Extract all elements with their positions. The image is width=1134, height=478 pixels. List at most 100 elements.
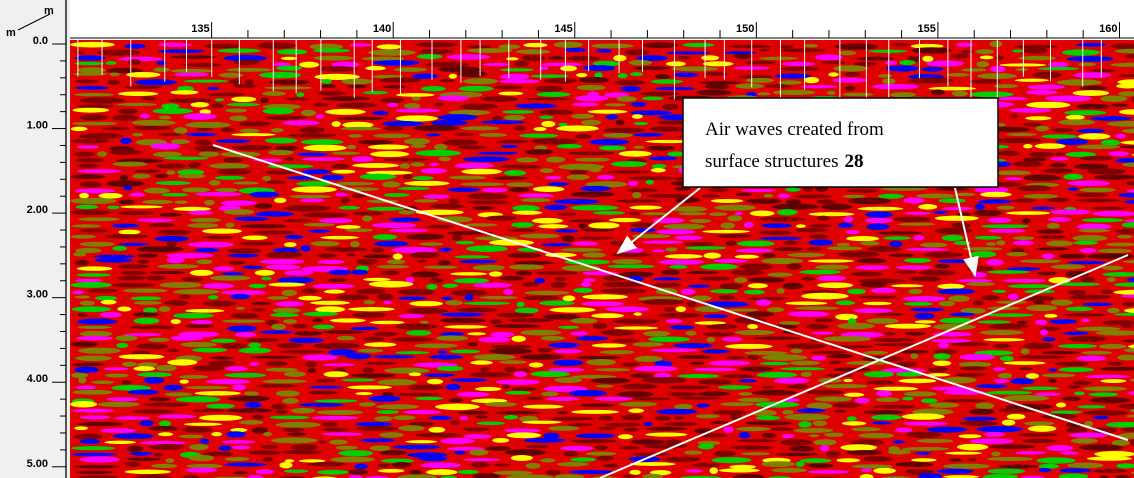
radar-blob <box>567 151 615 156</box>
radar-blob <box>563 48 587 53</box>
radar-blob <box>221 319 266 323</box>
radar-blob <box>1100 95 1128 103</box>
radar-blob <box>522 295 559 301</box>
radar-blob <box>231 133 276 137</box>
x-tick-label: 155 <box>918 23 936 35</box>
radar-blob <box>892 440 905 444</box>
radar-blob <box>702 229 750 234</box>
radar-blob <box>812 420 828 427</box>
radar-blob <box>316 66 358 72</box>
radar-blob <box>229 115 248 122</box>
radar-blob <box>155 163 187 169</box>
radar-blob <box>148 397 171 402</box>
radar-blob <box>595 384 614 388</box>
radar-blob <box>75 204 99 210</box>
radar-blob <box>586 358 617 366</box>
radar-blob <box>352 163 400 168</box>
radar-blob <box>307 368 317 374</box>
radar-blob <box>1094 451 1134 458</box>
radar-blob <box>938 198 966 204</box>
radar-blob <box>383 125 404 131</box>
radar-blob <box>173 206 211 212</box>
radar-blob <box>933 210 948 215</box>
radar-blob <box>211 431 222 437</box>
radar-blob <box>274 145 299 151</box>
radar-blob <box>906 431 942 439</box>
radar-blob <box>642 473 664 478</box>
radar-blob <box>444 325 488 329</box>
radar-blob <box>192 365 225 372</box>
radar-blob <box>587 109 628 114</box>
radar-blob <box>996 240 1006 246</box>
radar-blob <box>301 169 331 175</box>
radar-blob <box>1002 278 1047 283</box>
radar-blob <box>913 235 925 241</box>
radar-blob <box>974 235 1002 240</box>
radar-blob <box>182 426 213 433</box>
radar-blob <box>588 222 620 229</box>
radar-blob <box>1118 193 1134 198</box>
radar-blob <box>189 218 222 223</box>
radar-blob <box>279 350 325 354</box>
radar-blob <box>916 438 954 443</box>
radar-blob <box>230 293 251 300</box>
radar-blob <box>79 438 101 445</box>
radar-blob <box>787 311 830 318</box>
radar-blob <box>1122 301 1134 307</box>
radar-blob <box>758 48 770 52</box>
radar-blob <box>471 398 508 404</box>
radar-blob <box>895 461 934 468</box>
radar-blob <box>1058 343 1098 349</box>
radar-blob <box>1120 145 1134 149</box>
radar-blob <box>1012 160 1044 168</box>
radar-blob <box>283 371 306 377</box>
radar-blob <box>323 247 368 252</box>
radar-blob <box>665 439 682 445</box>
radar-blob <box>481 187 508 193</box>
radar-blob <box>1082 386 1128 392</box>
radar-blob <box>363 342 397 347</box>
radar-blob <box>118 229 141 235</box>
radar-blob <box>117 264 149 269</box>
radar-blob <box>511 222 534 228</box>
radar-blob <box>1041 134 1078 139</box>
radar-blob <box>150 142 181 150</box>
radar-blob <box>844 72 861 77</box>
radar-blob <box>743 289 766 295</box>
radar-blob <box>256 384 298 388</box>
radar-blob <box>591 343 627 348</box>
radar-blob <box>721 336 743 342</box>
radar-blob <box>613 326 659 330</box>
radar-blob <box>121 361 137 367</box>
radar-blob <box>399 163 411 169</box>
radar-blob <box>129 325 176 330</box>
radar-blob <box>554 474 585 478</box>
radar-blob <box>894 427 913 433</box>
radar-blob <box>493 463 510 467</box>
radar-blob <box>231 145 273 151</box>
radar-blob <box>543 313 581 320</box>
radar-blob <box>663 223 706 230</box>
radar-blob <box>934 227 973 235</box>
radar-blob <box>536 91 571 97</box>
radar-blob <box>545 469 561 476</box>
radar-blob <box>548 56 565 60</box>
radar-blob <box>467 45 492 49</box>
radar-blob <box>1111 439 1130 446</box>
radar-blob <box>226 68 272 72</box>
radar-blob <box>374 240 409 247</box>
radar-blob <box>301 354 338 361</box>
radar-blob <box>350 373 396 378</box>
radar-blob <box>252 414 266 420</box>
radar-blob <box>885 60 898 65</box>
radar-blob <box>575 433 616 439</box>
radar-blob <box>72 408 115 413</box>
radar-blob <box>495 139 529 144</box>
radar-blob <box>567 219 605 223</box>
radar-blob <box>572 241 598 246</box>
radar-blob <box>179 375 209 379</box>
radar-blob <box>322 427 350 432</box>
radar-blob <box>904 247 949 252</box>
radar-blob <box>827 90 836 95</box>
radar-blob <box>866 223 890 231</box>
